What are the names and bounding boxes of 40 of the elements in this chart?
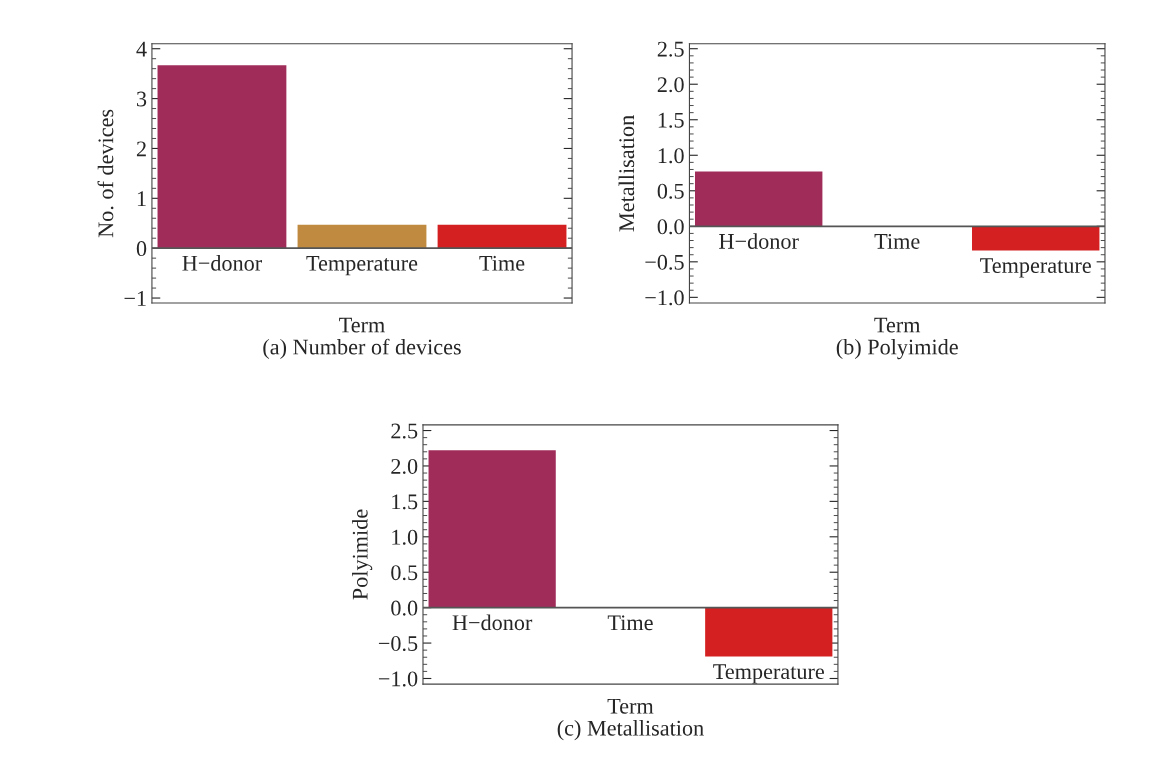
y-tick-label: 1.5	[658, 112, 684, 128]
y-tick-label: 0.0	[391, 600, 418, 616]
y-tick-label: 2	[136, 141, 146, 157]
x-axis-title: Term	[339, 317, 385, 333]
y-axis-title: Polyimide	[352, 509, 373, 600]
y-tick-label: 0.5	[657, 183, 684, 199]
y-tick-label: 2.5	[391, 423, 418, 439]
y-tick-label: −0.5	[645, 254, 684, 270]
x-axis-title: Term	[874, 317, 921, 333]
text: (a) Number of devices	[263, 338, 461, 360]
y-tick-label: 1.5	[392, 494, 418, 510]
y-tick-label: 2.0	[657, 77, 684, 93]
x-tick-label: Temperature	[306, 255, 418, 276]
text: (b) Polyimide	[836, 338, 958, 360]
y-tick-label: −1.0	[645, 290, 684, 306]
y-tick-label: 2.5	[657, 41, 684, 57]
y-tick-label: 1	[137, 191, 146, 207]
y-axis-title: No. of devices	[97, 109, 114, 238]
y-tick-label: 3	[137, 91, 147, 107]
x-tick-label: H−donor	[719, 233, 799, 249]
text: (c) Metallisation	[557, 720, 704, 741]
x-tick-label: Temperature	[980, 258, 1091, 278]
y-tick-label: 0.0	[657, 219, 684, 235]
y-axis-title: Metallisation	[618, 115, 635, 232]
y-tick-label: 4	[136, 41, 147, 57]
x-tick-label: Time	[874, 233, 920, 249]
y-tick-label: 0	[136, 241, 147, 257]
x-tick-label: Time	[479, 255, 525, 271]
x-tick-label: Temperature	[713, 664, 824, 684]
x-tick-label: H−donor	[182, 255, 262, 271]
y-tick-label: −1	[124, 291, 146, 306]
y-tick-label: 0.5	[391, 565, 418, 581]
y-tick-label: 2.0	[391, 458, 418, 474]
y-tick-label: −0.5	[378, 636, 418, 652]
y-tick-label: −1.0	[378, 671, 418, 687]
x-axis-title: Term	[607, 698, 654, 714]
x-tick-label: Time	[607, 615, 653, 631]
x-tick-label: H−donor	[452, 614, 533, 631]
y-tick-label: 1.0	[392, 529, 418, 545]
y-tick-label: 1.0	[658, 148, 684, 164]
